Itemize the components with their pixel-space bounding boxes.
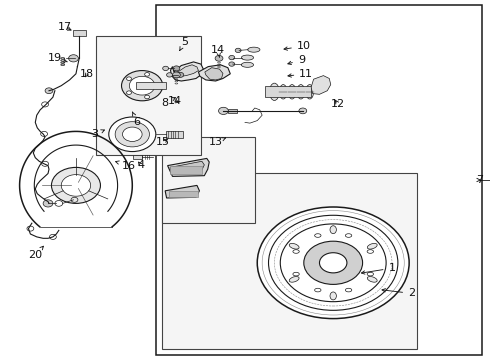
Circle shape [126,91,131,94]
Bar [162,137,255,223]
Circle shape [172,72,180,78]
Bar [133,155,142,159]
Text: 14: 14 [211,45,225,58]
Ellipse shape [289,276,299,282]
Text: 10: 10 [284,41,311,51]
Ellipse shape [241,62,254,67]
Ellipse shape [293,250,299,253]
Ellipse shape [248,47,260,52]
Polygon shape [198,65,230,81]
Circle shape [115,122,149,147]
Text: —7: —7 [479,175,490,185]
Ellipse shape [345,288,352,292]
Ellipse shape [293,272,299,276]
Ellipse shape [368,243,377,249]
Ellipse shape [288,85,296,99]
Text: 5: 5 [180,37,188,50]
Circle shape [122,71,163,101]
Bar [228,109,237,113]
Ellipse shape [297,85,305,99]
Text: 19: 19 [48,53,67,63]
Text: 9: 9 [288,55,305,65]
Circle shape [156,84,161,87]
Ellipse shape [241,55,254,60]
Ellipse shape [279,85,287,99]
Circle shape [280,224,386,302]
Ellipse shape [330,226,336,234]
Polygon shape [205,68,223,80]
Bar [166,131,183,138]
Text: 11: 11 [288,69,313,79]
Bar [265,86,311,97]
Text: 13: 13 [209,137,226,147]
Circle shape [299,108,307,114]
Circle shape [304,241,363,284]
Circle shape [229,62,235,66]
Circle shape [61,175,91,196]
Text: 6: 6 [132,112,141,127]
Ellipse shape [289,243,299,249]
Bar [162,173,416,349]
Text: 1: 1 [362,263,395,274]
Text: 12: 12 [331,99,345,109]
Text: 17: 17 [58,22,72,32]
Circle shape [163,66,169,71]
Bar [136,82,166,89]
Polygon shape [171,62,203,81]
Ellipse shape [315,288,321,292]
Ellipse shape [368,276,377,282]
Ellipse shape [330,292,336,300]
Circle shape [43,200,53,207]
Circle shape [69,55,78,62]
Ellipse shape [367,250,373,253]
Circle shape [219,107,228,114]
Text: 15: 15 [156,137,170,147]
Text: 16: 16 [116,161,136,171]
Circle shape [215,55,223,61]
Ellipse shape [306,85,314,99]
Circle shape [122,127,142,141]
Circle shape [173,66,180,71]
Polygon shape [311,76,331,94]
Text: 14: 14 [168,96,181,106]
Bar [73,30,86,36]
Bar [156,5,482,355]
Circle shape [319,253,347,273]
Bar [169,191,198,197]
Polygon shape [176,65,198,76]
Text: 2: 2 [382,288,415,298]
Circle shape [145,73,149,76]
Ellipse shape [270,83,279,100]
Polygon shape [165,185,199,198]
Circle shape [177,72,184,77]
Ellipse shape [315,234,321,237]
Circle shape [145,95,149,99]
Polygon shape [170,161,204,174]
Circle shape [109,117,156,152]
Text: 8: 8 [162,98,175,108]
Circle shape [126,77,131,81]
Ellipse shape [345,234,352,237]
Text: 7: 7 [476,175,483,185]
Circle shape [51,167,100,203]
Circle shape [167,73,172,77]
Text: 3: 3 [91,129,104,139]
Ellipse shape [367,272,373,276]
Bar [96,36,201,155]
Circle shape [45,88,53,94]
Text: 4: 4 [137,160,144,170]
Circle shape [269,215,398,310]
Circle shape [257,207,409,319]
Circle shape [129,76,155,95]
Text: 18: 18 [80,69,94,79]
Polygon shape [168,158,209,176]
Bar [170,166,202,174]
Text: 20: 20 [28,246,44,260]
Circle shape [229,55,235,60]
Circle shape [235,48,241,53]
